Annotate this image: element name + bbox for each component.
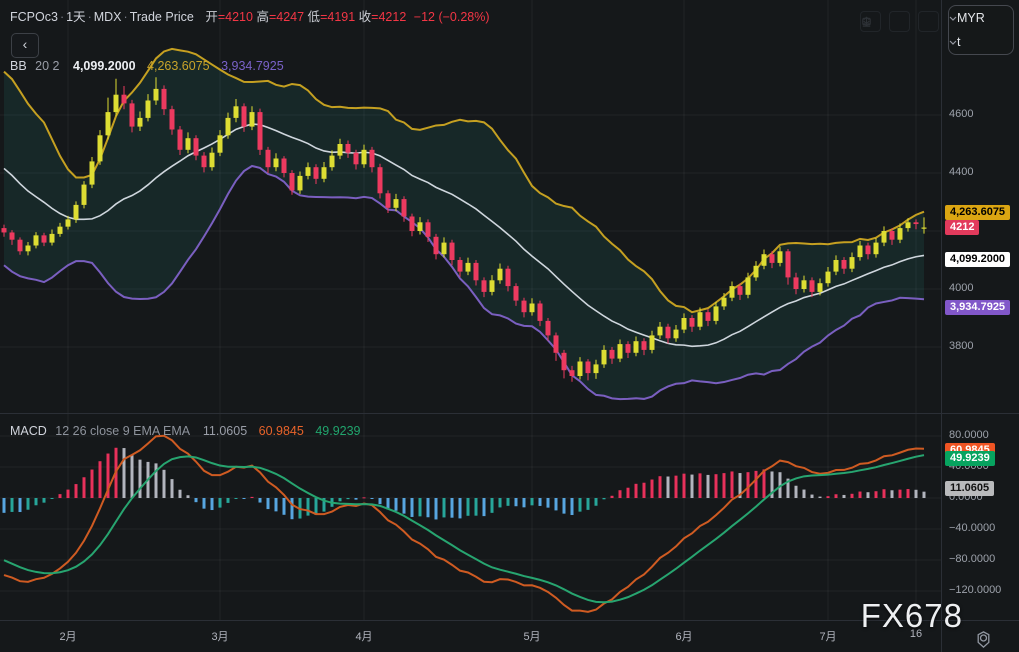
axis-tick-label: 80.0000	[949, 429, 989, 441]
time-tick-label[interactable]: 6月	[675, 631, 693, 643]
unit-dropdown[interactable]: t	[949, 35, 1013, 49]
price-scale[interactable]: 460044004000380080.000040.00000.0000−40.…	[941, 0, 1019, 652]
currency-dropdown[interactable]: MYR	[949, 11, 1013, 25]
scale-dropdowns: MYR t	[948, 5, 1014, 55]
macd-signal-value: 49.9239	[315, 424, 361, 438]
axis-price-badge: 11.0605	[945, 481, 995, 497]
bb-legend[interactable]: BB 20 2 4,099.2000 4,263.6075 3,934.7925	[10, 59, 284, 73]
change-value: −12 (−0.28%)	[413, 10, 490, 24]
axis-tick-label: 4400	[949, 166, 974, 178]
time-tick-label[interactable]: 3月	[211, 631, 229, 643]
low-value: =4191	[320, 10, 356, 24]
time-tick-label[interactable]: 16	[909, 628, 923, 640]
chart-toolbar	[860, 11, 939, 32]
macd-params: 12 26 close 9 EMA EMA	[55, 424, 190, 438]
axis-price-badge: 4,099.2000	[945, 252, 1011, 268]
bb-lower-value: 3,934.7925	[221, 59, 284, 73]
axis-price-badge: 4212	[945, 219, 980, 235]
macd-hist-value: 11.0605	[202, 424, 248, 438]
collapse-icon[interactable]	[863, 11, 910, 32]
chevron-down-icon	[949, 40, 957, 45]
pane-separator[interactable]	[0, 413, 1019, 414]
interval-label: 1天	[66, 10, 86, 24]
macd-name: MACD	[10, 424, 47, 438]
axis-price-badge: 4,263.6075	[945, 204, 1011, 220]
time-tick-label[interactable]: 5月	[523, 631, 541, 643]
macd-chart[interactable]	[0, 414, 941, 621]
bb-upper-value: 4,263.6075	[147, 59, 210, 73]
axis-price-badge: 49.9239	[945, 451, 995, 467]
macd-line-value: 60.9845	[258, 424, 304, 438]
currency-value: MYR	[957, 11, 985, 25]
series-label: Trade Price	[129, 10, 194, 24]
watermark: FX678	[860, 597, 963, 634]
back-button[interactable]: ‹	[11, 33, 39, 58]
axis-tick-label: 4600	[949, 108, 974, 120]
high-label: 高	[256, 10, 269, 24]
bb-name: BB	[10, 59, 27, 73]
axis-tick-label: −80.0000	[949, 553, 996, 565]
bb-params: 20 2	[35, 59, 60, 73]
time-tick-label[interactable]: 7月	[819, 631, 837, 643]
axis-tick-label: 3800	[949, 340, 974, 352]
time-scale[interactable]: 2月 3月 4月 5月 6月 7月 16	[0, 621, 941, 652]
exchange-label: MDX	[93, 10, 122, 24]
screenshot-icon[interactable]	[862, 11, 939, 32]
symbol-title: FCPOc3	[10, 10, 58, 24]
close-value: =4212	[371, 10, 407, 24]
chevron-down-icon	[949, 16, 957, 21]
symbol-legend[interactable]: FCPOc3 · 1天 · MDX · Trade Price 开=4210 高=4247 …	[10, 10, 490, 24]
high-value: =4247	[268, 10, 305, 24]
macd-legend[interactable]: MACD 12 26 close 9 EMA EMA 11.0605 60.98…	[10, 424, 361, 438]
axis-price-badge: 3,934.7925	[945, 299, 1011, 315]
low-label: 低	[307, 10, 321, 24]
open-label: 开	[205, 10, 218, 24]
axis-tick-label: −120.0000	[949, 584, 1002, 596]
close-label: 收	[358, 10, 372, 24]
time-tick-label[interactable]: 4月	[355, 631, 373, 643]
time-tick-label[interactable]: 2月	[59, 631, 77, 643]
open-value: =4210	[217, 10, 253, 24]
price-chart[interactable]	[0, 0, 941, 413]
chevron-left-icon: ‹	[22, 36, 28, 52]
unit-value: t	[957, 35, 961, 49]
axis-tick-label: −40.0000	[949, 522, 996, 534]
time-axis-separator	[0, 620, 1019, 621]
axis-tick-label: 4000	[949, 282, 974, 294]
bb-basis-value: 4,099.2000	[73, 59, 136, 73]
